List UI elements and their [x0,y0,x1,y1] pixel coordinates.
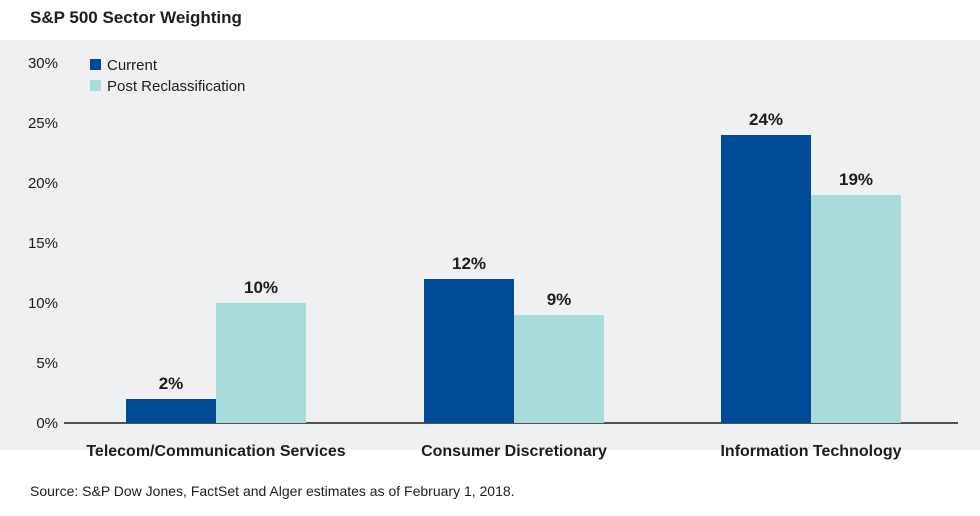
y-tick-label: 25% [28,115,58,132]
data-label: 24% [749,110,783,129]
bar-post-reclassification [216,303,306,423]
bar-post-reclassification [514,315,604,423]
category-label: Information Technology [720,443,901,460]
data-label: 9% [547,290,572,309]
y-tick-label: 20% [28,175,58,192]
y-tick-label: 5% [36,355,58,372]
data-label: 12% [452,254,486,273]
y-tick-label: 0% [36,415,58,432]
y-tick-label: 15% [28,235,58,252]
y-tick-label: 10% [28,295,58,312]
legend-swatch [90,59,101,70]
bar-post-reclassification [811,195,901,423]
bar-current [424,279,514,423]
bar-current [721,135,811,423]
category-label: Telecom/Communication Services [86,443,345,460]
chart-title: S&P 500 Sector Weighting [30,8,242,27]
source-note: Source: S&P Dow Jones, FactSet and Alger… [30,483,515,499]
legend-swatch [90,80,101,91]
y-tick-label: 30% [28,55,58,72]
category-label: Consumer Discretionary [421,443,607,460]
data-label: 19% [839,170,873,189]
data-label: 10% [244,278,278,297]
bar-current [126,399,216,423]
legend-label: Current [107,57,158,74]
legend-label: Post Reclassification [107,78,245,95]
data-label: 2% [159,374,184,393]
bar-chart: 0% 5% 10% 15% 20% 25% 30% 2% 10% Telecom/Communic… [28,55,958,460]
